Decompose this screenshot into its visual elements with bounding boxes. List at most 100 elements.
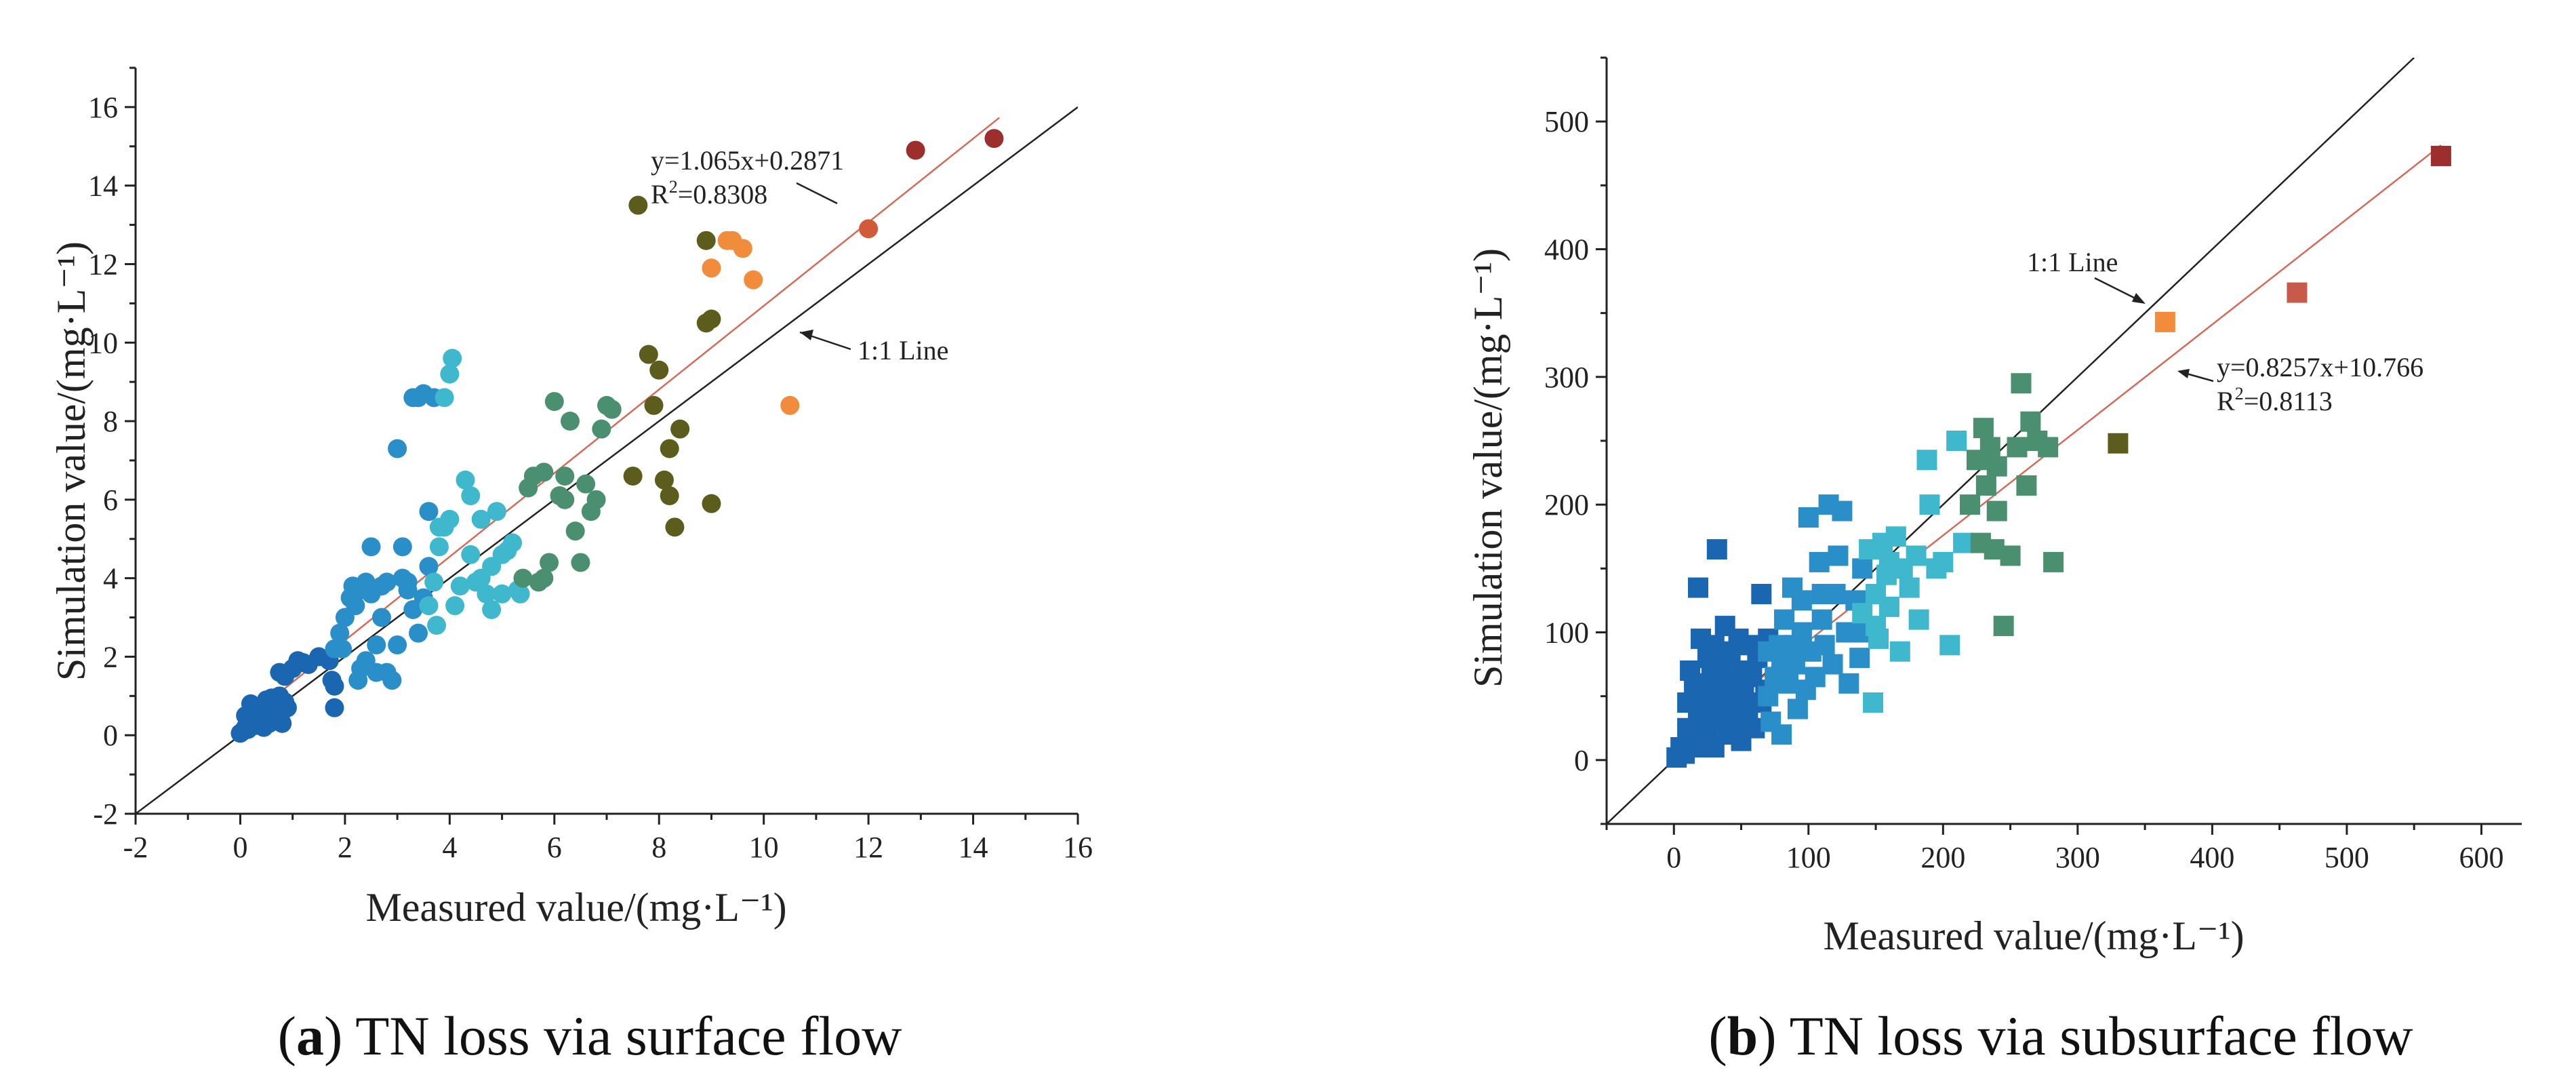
panel-b-data-point	[2000, 545, 2021, 566]
panel-a-data-point	[513, 568, 533, 588]
panel-a-x-tick-label: 14	[959, 831, 988, 864]
panel-a-y-tick-label: 14	[88, 170, 118, 203]
panel-b-data-point	[2020, 411, 2041, 432]
panel-a-y-tick-label: 0	[103, 719, 118, 752]
panel-a-data-point	[571, 553, 590, 572]
panel-a-data-point	[602, 399, 622, 419]
panel-b-data-point	[2007, 437, 2028, 458]
panel-b-data-point	[2287, 282, 2308, 303]
panel-a-data-point	[544, 392, 564, 412]
panel-a-data-point	[670, 419, 690, 439]
panel-b-data-point	[1787, 698, 1808, 719]
panel-b-x-axis-title: Measured value/(mg·L⁻¹)	[1823, 913, 2244, 958]
panel-a-y-tick-label: 2	[103, 640, 118, 673]
panel-a-data-point	[628, 195, 648, 215]
panel-b-data-point	[1878, 551, 1899, 572]
panel-a-fit-arrow	[796, 182, 838, 205]
panel-b-data-point	[1811, 584, 1832, 604]
panel-a-data-point	[456, 470, 475, 490]
panel-b-y-tick-label: 100	[1544, 616, 1589, 650]
panel-b-one-one-label: 1:1 Line	[2027, 247, 2118, 277]
panel-b-data-point	[1960, 494, 1981, 515]
panel-b-data-point	[1866, 616, 1887, 637]
panel-b-data-point	[2154, 311, 2175, 332]
panel-a-data-point	[665, 517, 685, 537]
panel-b-r2-label: R2=0.8113	[2217, 384, 2333, 416]
panel-a-x-tick-label: 4	[442, 831, 457, 864]
panel-b-data-point	[1677, 692, 1698, 713]
panel-b-fit-arrowhead	[2177, 369, 2190, 378]
panel-a-data-point	[649, 360, 669, 380]
panel-a-data-point	[654, 470, 674, 490]
panel-a-data-point	[482, 599, 502, 619]
panel-b-data-point	[2011, 373, 2032, 394]
panel-b-data-point	[1933, 551, 1954, 572]
panel-b-data-point	[1814, 635, 1835, 656]
panel-b-data-point	[1706, 539, 1727, 560]
panel-a-data-point	[388, 635, 407, 655]
panel-a-data-point	[702, 258, 721, 278]
panel-b-data-point	[1973, 418, 1994, 439]
panel-b-data-point	[1733, 686, 1754, 707]
panel-b-data-point	[1939, 635, 1960, 656]
panel-a-data-point	[482, 557, 502, 576]
panel-a-data-point	[565, 521, 585, 541]
panel-a-x-tick-label: 2	[338, 831, 353, 864]
panel-b-data-point	[1993, 616, 2014, 637]
panel-a-data-point	[450, 576, 470, 596]
panel-a-data-point	[733, 239, 752, 258]
panel-b-data-point	[2038, 437, 2059, 458]
panel-a-data-point	[273, 713, 292, 733]
panel-b-x-tick-label: 400	[2190, 841, 2234, 874]
panel-a-data-point	[859, 219, 879, 239]
panel-a-data-point	[660, 439, 679, 458]
panel-b-data-point	[2430, 146, 2451, 167]
panel-a-data-point	[477, 584, 496, 604]
panel-b-y-axis-title: Simulation value/(mg·L⁻¹)	[1466, 248, 1510, 688]
panel-b-data-point	[1728, 628, 1749, 649]
panel-b-data-point	[1953, 532, 1974, 553]
panel-a-data-point	[443, 349, 462, 368]
panel-a-caption: (a) TN loss via surface flow	[278, 1005, 902, 1067]
panel-a-data-point	[623, 467, 643, 486]
panel-a-data-point	[560, 412, 580, 431]
panel-a-data-point	[780, 395, 800, 415]
panel-b-data-point	[2108, 433, 2129, 454]
panel-b-data-point	[1899, 577, 1920, 598]
panel-a-fit-line	[239, 117, 1000, 725]
panel-a-data-point	[492, 584, 512, 604]
panel-a-data-point	[592, 419, 611, 439]
panel-a-data-point	[644, 395, 664, 415]
panel-a-y-tick-label: 6	[103, 484, 118, 517]
panel-b-data-point	[1919, 494, 1940, 515]
panel-b-data-point	[1889, 641, 1910, 662]
panel-a-data-point	[440, 364, 460, 384]
panel-b-one-one-arrowhead	[2132, 293, 2146, 304]
panel-a-data-point	[424, 572, 444, 592]
panel-b-data-point	[2016, 475, 2037, 496]
panel-a-one-one-arrowhead	[800, 330, 813, 340]
panel-a-y-tick-label: 12	[88, 248, 118, 281]
panel-b-data-point	[1688, 577, 1708, 598]
panel-a-x-tick-label: -2	[123, 831, 148, 864]
panel-b-data-point	[1986, 456, 2007, 477]
panel-b-y-tick-label: 500	[1544, 105, 1589, 138]
panel-a-data-point	[277, 698, 297, 717]
panel-a-y-tick-label: 16	[88, 91, 118, 124]
panel-a-data-point	[419, 596, 439, 616]
panel-b-data-point	[1828, 545, 1849, 566]
panel-b-y-tick-label: 0	[1574, 744, 1589, 777]
panel-b-data-point	[1758, 641, 1779, 662]
panel-a-data-point	[429, 537, 449, 557]
panel-a-marks	[136, 106, 1078, 814]
panel-a-data-point	[330, 623, 350, 643]
panel-a-data-point	[984, 129, 1004, 149]
panel-a-data-point	[346, 596, 365, 616]
panel-b-y-tick-label: 200	[1544, 488, 1589, 521]
panel-a-data-point	[435, 517, 454, 537]
panel-b-x-tick-label: 600	[2459, 841, 2503, 874]
panel-b-x-tick-label: 0	[1666, 841, 1681, 874]
panel-a-x-tick-label: 6	[547, 831, 562, 864]
panel-a-y-axis-title: Simulation value/(mg·L⁻¹)	[49, 241, 94, 681]
panel-b-data-point	[2043, 551, 2064, 572]
